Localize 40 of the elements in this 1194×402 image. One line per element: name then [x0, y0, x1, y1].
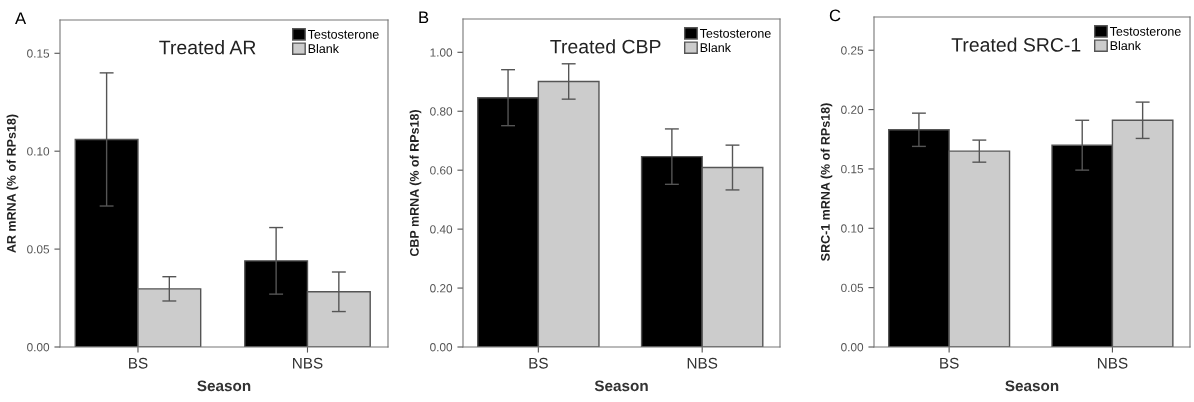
legend-label: Testosterone [307, 30, 379, 39]
text: A [15, 12, 27, 25]
x-tick-label: NBS [687, 357, 718, 369]
y-tick-label: 0.25 [841, 46, 864, 55]
y-tick-label: 0.80 [430, 107, 453, 116]
y-tick-label: 0.60 [430, 166, 453, 175]
y-axis-title: CBP mRNA (% of RPs18) [409, 110, 422, 257]
x-tick-label: NBS [1097, 357, 1128, 369]
y-tick-label: 0.40 [430, 225, 453, 234]
y-tick-label: 0.05 [27, 245, 50, 254]
y-tick-label: 0.15 [27, 49, 50, 58]
x-axis-title: Season [594, 380, 648, 392]
y-tick-label: 0.00 [430, 343, 453, 352]
y-tick-label: 0.00 [841, 343, 864, 352]
text: Treated AR [159, 40, 256, 55]
y-tick-label: 0.20 [841, 105, 864, 114]
y-tick-label: 0.10 [841, 224, 864, 233]
y-axis-title: SRC-1 mRNA (% of RPs18) [820, 103, 833, 261]
x-axis-title: Season [197, 380, 251, 392]
text: C [829, 9, 841, 22]
legend-label: Blank [700, 42, 731, 53]
y-tick-label: 0.05 [841, 283, 864, 293]
y-tick-label: 0.15 [841, 164, 864, 174]
text: B [419, 11, 429, 24]
y-tick-label: 0.10 [27, 147, 50, 156]
x-tick-label: BS [529, 357, 548, 369]
legend-label: Testosterone [699, 29, 771, 38]
legend-label: Blank [308, 43, 339, 54]
y-axis-title: AR mRNA (% of RPs18) [6, 114, 19, 253]
x-axis-title: Season [1005, 380, 1059, 392]
x-tick-label: BS [940, 357, 959, 369]
x-tick-label: NBS [293, 357, 323, 369]
text: Treated CBP [550, 39, 661, 54]
y-tick-label: 0.00 [27, 343, 50, 352]
y-tick-label: 0.20 [430, 284, 453, 293]
x-tick-label: BS [129, 357, 148, 369]
y-tick-label: 1.00 [430, 48, 453, 57]
legend-label: Testosterone [1109, 27, 1181, 36]
legend-label: Blank [1110, 40, 1141, 51]
text: Treated SRC-1 [951, 37, 1081, 52]
